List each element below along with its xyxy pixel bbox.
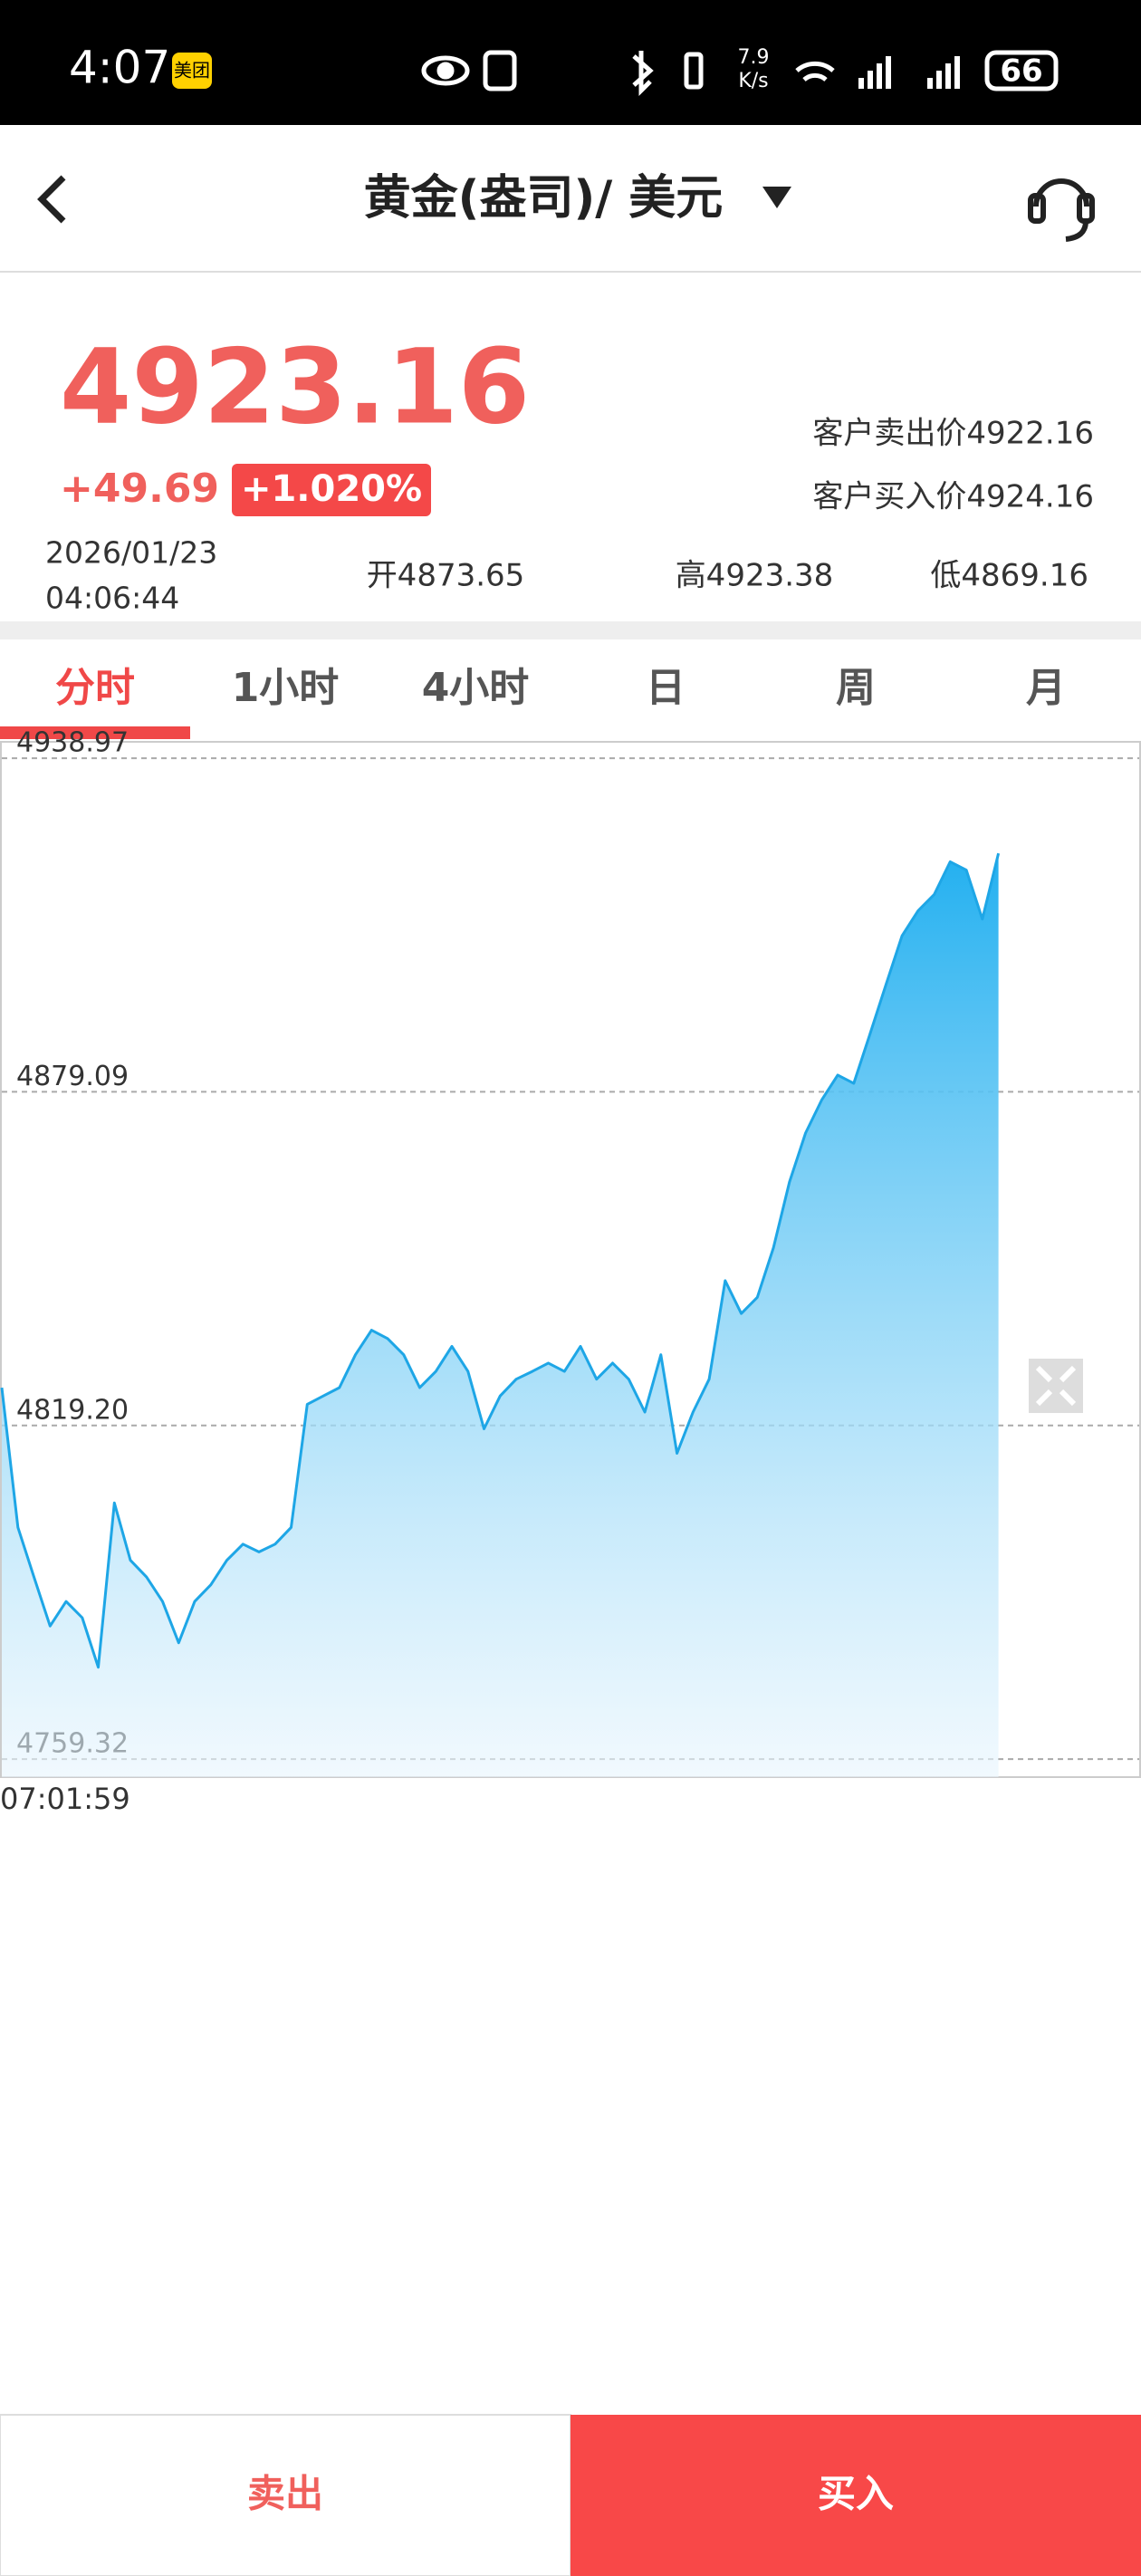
- change-pct-badge: [232, 464, 431, 516]
- change-pct: +1.020%: [241, 468, 422, 510]
- status-bar: [0, 0, 1141, 125]
- low-price: 低4869.16: [930, 558, 1088, 594]
- sell-label[interactable]: 卖出: [247, 2472, 323, 2516]
- period-tab[interactable]: 4小时: [422, 665, 530, 711]
- dropdown-arrow[interactable]: [762, 187, 791, 208]
- support-button[interactable]: [1028, 178, 1095, 242]
- y-tick-label: 4938.97: [16, 727, 129, 759]
- app-badge-bg: [172, 53, 212, 89]
- status-icons: [421, 50, 1059, 97]
- fullscreen-button[interactable]: [1029, 1359, 1083, 1413]
- open-price: 开4873.65: [367, 558, 525, 594]
- high-price: 高4923.38: [676, 558, 834, 594]
- buy-price: 客户买入价4924.16: [812, 479, 1094, 515]
- period-tab[interactable]: 周: [836, 665, 876, 711]
- period-tab[interactable]: 1小时: [232, 665, 340, 711]
- period-tab[interactable]: 月: [1026, 665, 1066, 711]
- net-speed: 7.9: [738, 46, 770, 69]
- price-area: [2, 853, 999, 1777]
- active-tab-indicator: [0, 726, 190, 739]
- net-unit: K/s: [738, 70, 768, 92]
- back-button[interactable]: [37, 175, 66, 224]
- buy-button[interactable]: [570, 2415, 1141, 2576]
- last-price: 4923.16: [60, 326, 530, 447]
- app-badge: 美团: [174, 60, 210, 82]
- period-tabs: 分时 1小时 4小时 日 周 月: [55, 665, 1066, 711]
- status-time: 4:07: [69, 42, 170, 94]
- sell-button[interactable]: [0, 2414, 571, 2576]
- signal-bars: [858, 56, 960, 89]
- y-tick-label: 4879.09: [16, 1061, 129, 1092]
- section-gap: [0, 621, 1141, 639]
- y-tick-label: 4819.20: [16, 1394, 129, 1426]
- sell-price: 客户卖出价4922.16: [812, 416, 1094, 452]
- x-tick-label: 07:01:59: [0, 1782, 130, 1816]
- quote-time: 04:06:44: [45, 581, 179, 616]
- period-tab[interactable]: 日: [646, 665, 686, 711]
- buy-label[interactable]: 买入: [818, 2472, 894, 2516]
- battery-level: 66: [1000, 53, 1042, 90]
- period-tab[interactable]: 分时: [55, 665, 135, 711]
- quote-date: 2026/01/23: [45, 535, 217, 571]
- price-line: [0, 852, 1001, 1669]
- change: +49.69: [60, 466, 219, 512]
- header-title[interactable]: 黄金(盎司)/ 美元: [364, 171, 724, 226]
